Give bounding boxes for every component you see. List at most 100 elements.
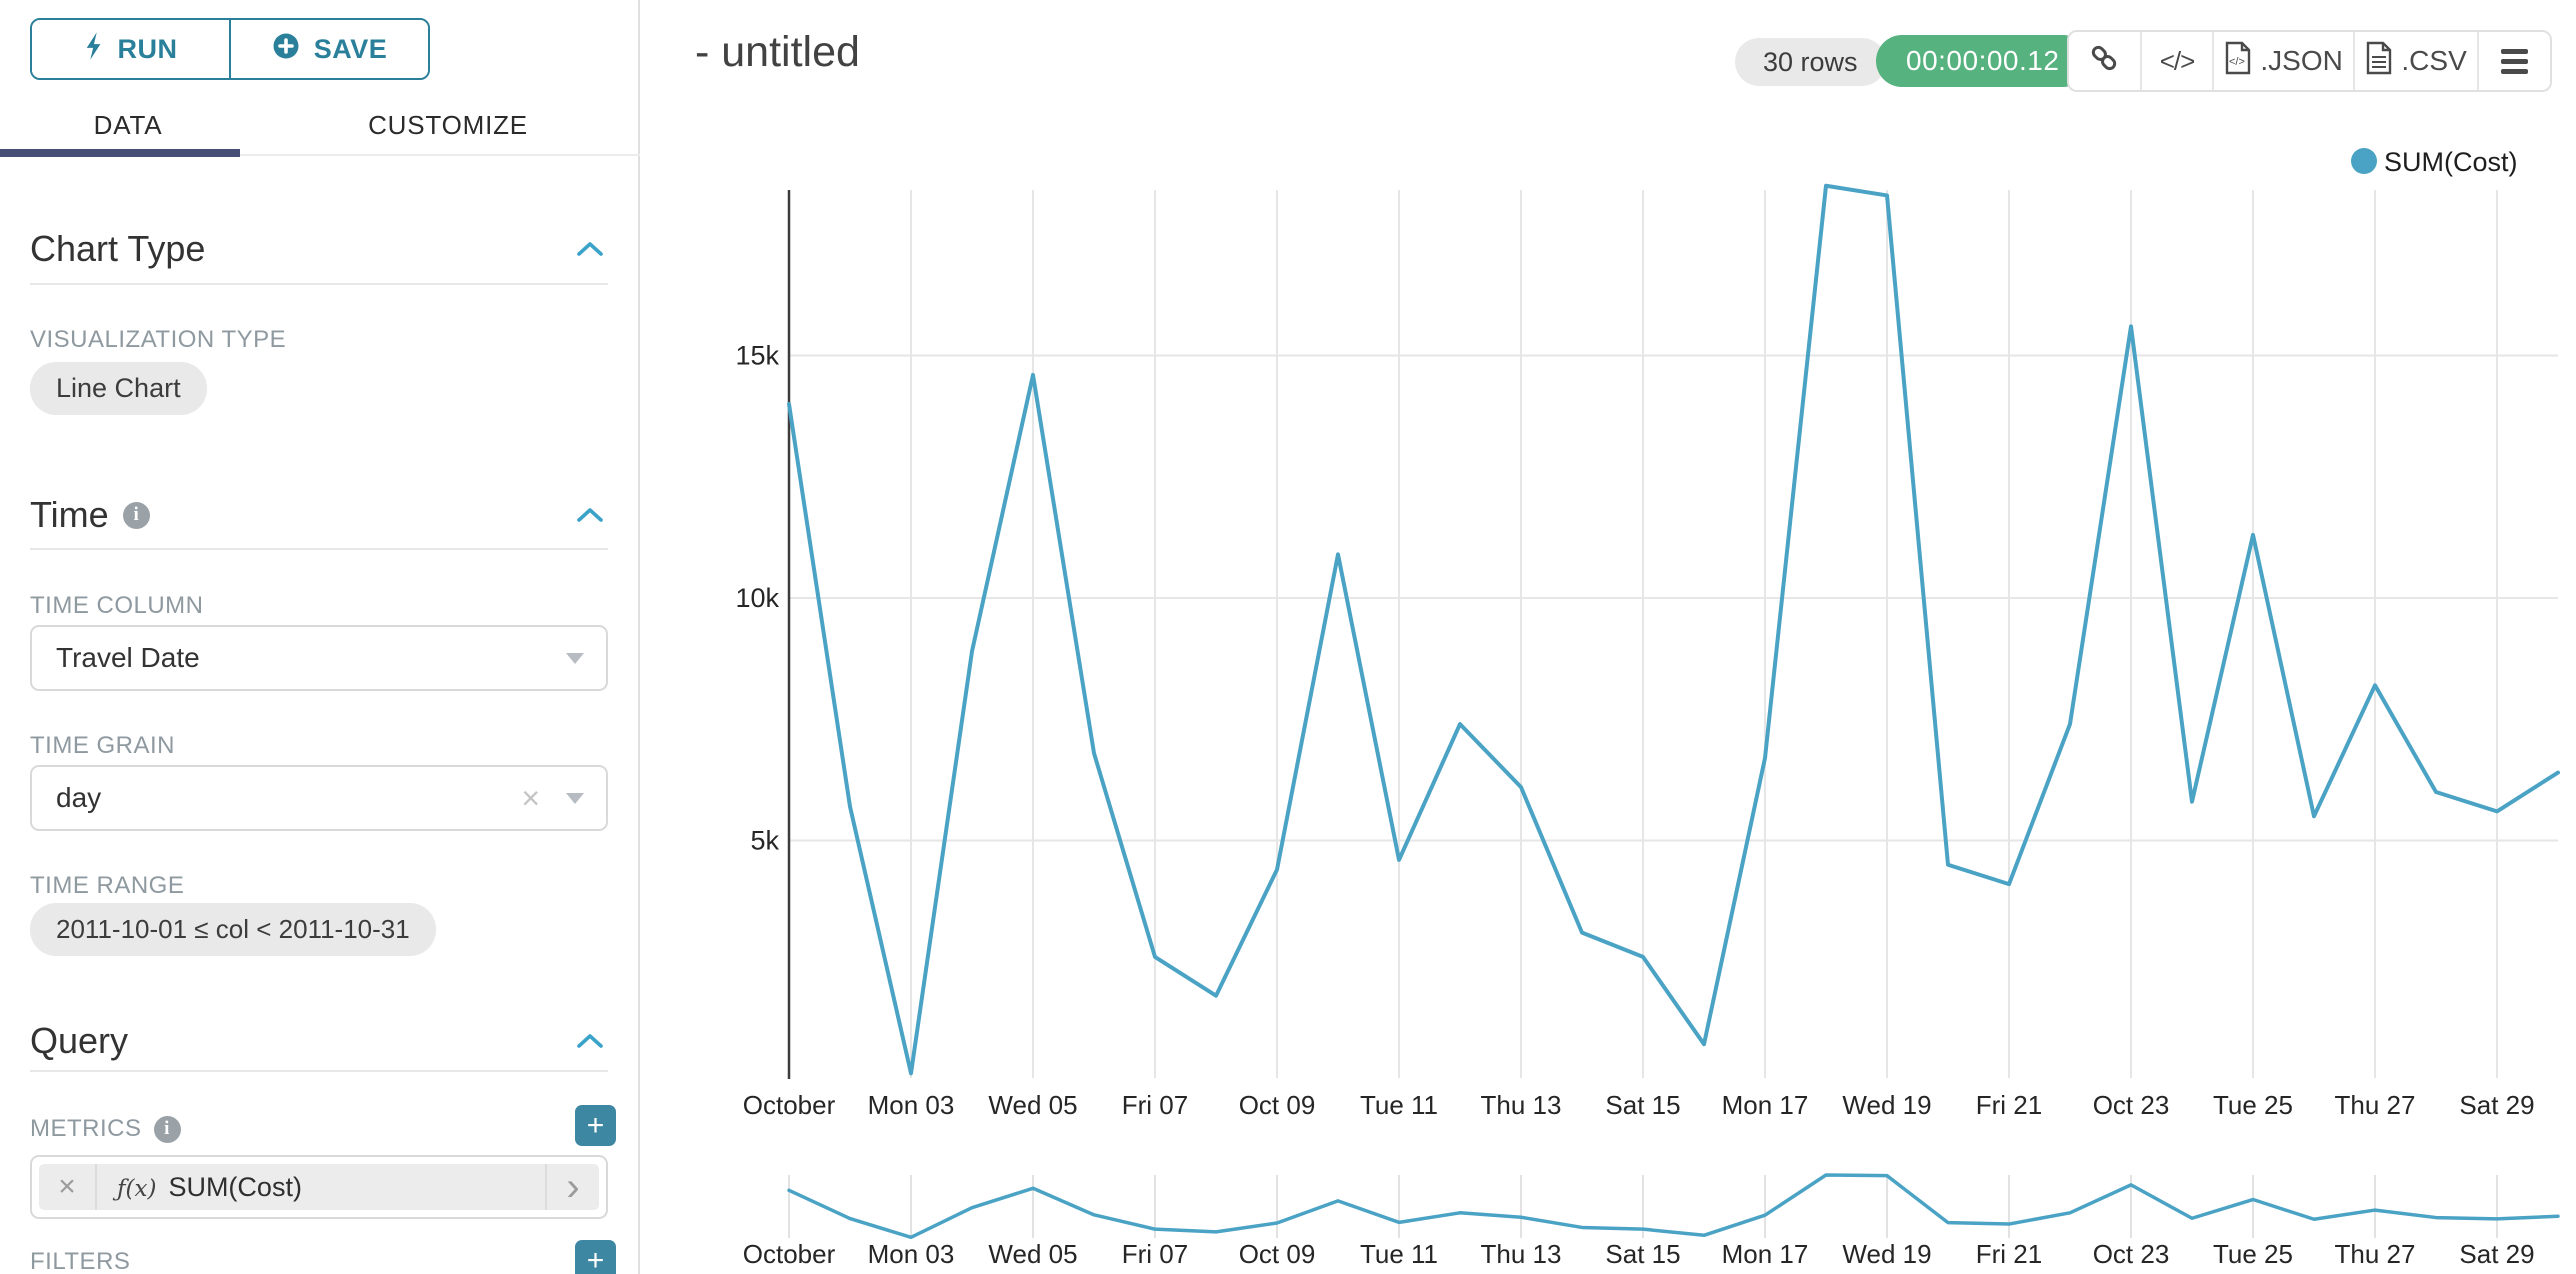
section-query-title: Query	[30, 1020, 129, 1061]
y-axis-label: 15k	[735, 341, 779, 371]
export-csv-label: .CSV	[2401, 45, 2467, 76]
export-json-label: .JSON	[2260, 45, 2343, 76]
x-axis-label: Oct 09	[1239, 1090, 1316, 1120]
tab-customize[interactable]: CUSTOMIZE	[368, 109, 528, 140]
run-button-label: RUN	[117, 33, 178, 64]
share-link-button[interactable]	[2069, 32, 2142, 90]
divider	[30, 1070, 608, 1072]
section-time-title: Time i	[30, 494, 150, 536]
export-csv-button[interactable]: .CSV	[2354, 32, 2480, 90]
code-icon: </>	[2159, 45, 2196, 76]
plus-circle-icon	[272, 32, 300, 67]
hamburger-icon	[2501, 48, 2529, 54]
csv-file-icon	[2365, 41, 2393, 82]
time-grain-value: day	[56, 782, 102, 813]
x-axis-label: Sat 29	[2459, 1090, 2534, 1120]
context-x-axis-label: Wed 19	[1842, 1239, 1931, 1269]
divider	[30, 548, 608, 550]
context-x-axis-label: Sat 15	[1605, 1239, 1680, 1269]
add-metric-button[interactable]: +	[575, 1105, 616, 1146]
context-x-axis-label: Oct 23	[2093, 1239, 2170, 1269]
run-save-button-group: RUN SAVE	[30, 18, 430, 80]
context-x-axis-label: Thu 13	[1481, 1239, 1562, 1269]
control-sidebar: RUN SAVE DATA CUSTOMIZE Chart Type VISUA…	[0, 0, 640, 1274]
metric-pill[interactable]: × ƒ(x) SUM(Cost) ›	[39, 1164, 599, 1210]
context-x-axis-label: Tue 11	[1360, 1239, 1438, 1269]
context-x-axis-label: Mon 17	[1722, 1239, 1809, 1269]
context-x-axis-label: Fri 07	[1122, 1239, 1188, 1269]
time-grain-select[interactable]: day ×	[30, 765, 608, 831]
context-line-series[interactable]	[787, 1173, 2560, 1240]
line-chart[interactable]: October October Mon 03 Mon 03 Wed 05 Wed 05 Fr…	[642, 130, 2576, 1274]
time-grain-label: TIME GRAIN	[30, 732, 176, 759]
time-range-pill[interactable]: 2011-10-01 ≤ col < 2011-10-31	[30, 903, 436, 956]
context-x-axis-label: Wed 05	[988, 1239, 1077, 1269]
x-axis-label: October	[743, 1090, 836, 1120]
remove-metric-icon[interactable]: ×	[39, 1164, 97, 1210]
active-tab-indicator	[0, 149, 240, 157]
section-chart-type-title: Chart Type	[30, 228, 206, 269]
rows-badge: 30 rows	[1735, 38, 1886, 86]
tab-data[interactable]: DATA	[93, 109, 163, 140]
info-icon: i	[122, 501, 150, 529]
tab-bar-border	[0, 154, 640, 156]
add-filter-button[interactable]: +	[575, 1240, 616, 1274]
collapse-query-icon[interactable]	[576, 1032, 604, 1055]
json-file-icon: </>	[2224, 41, 2252, 82]
view-query-button[interactable]: </>	[2141, 32, 2215, 90]
cost-line-series[interactable]	[787, 183, 2560, 1076]
x-axis-label: Fri 07	[1122, 1090, 1188, 1120]
x-axis-label: Mon 17	[1722, 1090, 1809, 1120]
x-axis-label: Wed 05	[988, 1090, 1077, 1120]
x-axis-label: Mon 03	[868, 1090, 955, 1120]
context-x-axis-label: Thu 27	[2335, 1239, 2416, 1269]
context-x-axis-label: Sat 29	[2459, 1239, 2534, 1269]
sidebar-tabs: DATA CUSTOMIZE	[0, 96, 640, 162]
x-axis-label: Tue 11	[1360, 1090, 1438, 1120]
chart-panel: - untitled 30 rows 00:00:00.12 </> </> .…	[642, 0, 2576, 1274]
time-column-label: TIME COLUMN	[30, 592, 204, 619]
filters-label: FILTERS	[30, 1248, 131, 1274]
metrics-control: × ƒ(x) SUM(Cost) ›	[30, 1155, 608, 1219]
context-x-axis-label: Mon 03	[868, 1239, 955, 1269]
context-x-axis-label: October	[743, 1239, 836, 1269]
export-toolbar: </> </> .JSON .CSV	[2067, 30, 2552, 92]
time-column-select[interactable]: Travel Date	[30, 625, 608, 691]
save-button[interactable]: SAVE	[229, 20, 428, 78]
expand-metric-icon[interactable]: ›	[545, 1164, 599, 1210]
context-x-axis-label: Oct 09	[1239, 1239, 1316, 1269]
chart-menu-button[interactable]	[2479, 32, 2550, 90]
visualization-type-label: VISUALIZATION TYPE	[30, 326, 287, 353]
info-icon: i	[153, 1115, 181, 1143]
visualization-type-pill[interactable]: Line Chart	[30, 362, 207, 415]
legend-label[interactable]: SUM(Cost)	[2384, 147, 2518, 177]
chart-title[interactable]: - untitled	[695, 28, 860, 76]
run-button[interactable]: RUN	[32, 20, 229, 78]
export-json-button[interactable]: </> .JSON	[2214, 32, 2355, 90]
x-axis-label: Oct 23	[2093, 1090, 2170, 1120]
fx-icon: ƒ(x)	[117, 1175, 157, 1202]
x-axis-label: Fri 21	[1976, 1090, 2042, 1120]
lightning-icon	[84, 31, 104, 68]
link-icon	[2088, 42, 2120, 81]
y-axis-label: 10k	[735, 583, 779, 613]
collapse-chart-type-icon[interactable]	[576, 240, 604, 263]
legend-dot[interactable]	[2351, 148, 2377, 174]
context-x-axis-label: Fri 21	[1976, 1239, 2042, 1269]
metrics-label: METRICS i	[30, 1115, 181, 1143]
x-axis-label: Tue 25	[2213, 1090, 2293, 1120]
chevron-down-icon	[566, 792, 584, 804]
collapse-time-icon[interactable]	[576, 506, 604, 529]
x-axis-label: Sat 15	[1605, 1090, 1680, 1120]
x-axis-label: Wed 19	[1842, 1090, 1931, 1120]
time-column-value: Travel Date	[56, 642, 200, 673]
query-timer-badge: 00:00:00.12	[1876, 35, 2090, 87]
y-axis-label: 5k	[750, 826, 779, 856]
chevron-down-icon	[566, 652, 584, 664]
context-x-axis-label: Tue 25	[2213, 1239, 2293, 1269]
clear-icon[interactable]: ×	[521, 780, 540, 816]
metric-label: ƒ(x) SUM(Cost)	[117, 1171, 302, 1202]
svg-text:</>: </>	[2229, 56, 2245, 68]
divider	[30, 283, 608, 285]
